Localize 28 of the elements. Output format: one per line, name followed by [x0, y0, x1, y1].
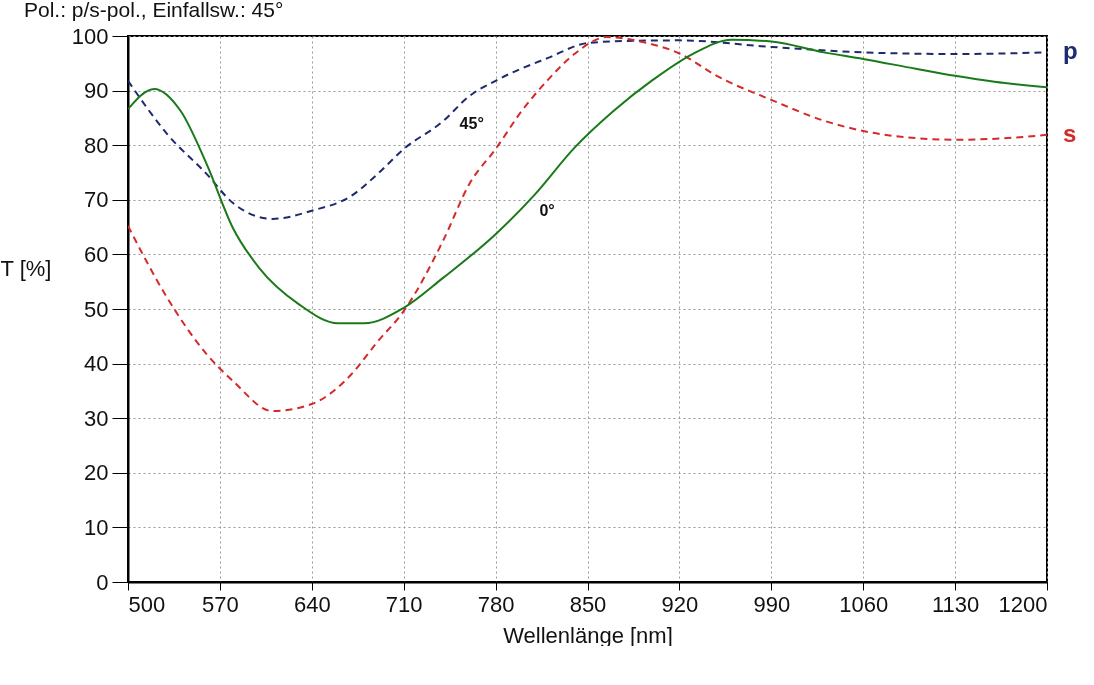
y-tick-label: 100 — [71, 23, 109, 49]
series-label: s — [1063, 119, 1077, 147]
y-tick-label: 90 — [84, 78, 109, 104]
series-label: p — [1063, 37, 1078, 65]
y-tick-label: 50 — [84, 296, 109, 322]
x-tick-label: 570 — [202, 591, 239, 617]
y-tick-label: 60 — [84, 241, 109, 267]
annotation: 0° — [539, 201, 555, 219]
x-tick-label: 1200 — [998, 591, 1048, 617]
y-axis-title: T [%] — [0, 255, 52, 281]
x-tick-label: 1130 — [931, 591, 980, 617]
x-tick-label: 710 — [385, 591, 423, 617]
y-tick-label: 80 — [84, 132, 109, 158]
x-tick-label: 1060 — [839, 591, 889, 617]
y-tick-label: 20 — [84, 460, 109, 486]
x-tick-label: 500 — [128, 591, 166, 617]
x-tick-label: 920 — [661, 591, 699, 617]
y-tick-label: 0 — [96, 569, 109, 595]
x-tick-label: 850 — [569, 591, 607, 617]
y-tick-label: 30 — [84, 405, 109, 431]
annotation: 45° — [459, 114, 484, 132]
x-tick-label: 780 — [477, 591, 515, 617]
x-tick-label: 990 — [753, 591, 791, 617]
x-tick-label: 640 — [293, 591, 331, 617]
y-tick-label: 40 — [84, 351, 109, 377]
y-tick-label: 70 — [84, 187, 109, 213]
chart-title: Pol.: p/s-pol., Einfallsw.: 45° — [24, 0, 284, 21]
y-tick-label: 10 — [84, 514, 109, 540]
